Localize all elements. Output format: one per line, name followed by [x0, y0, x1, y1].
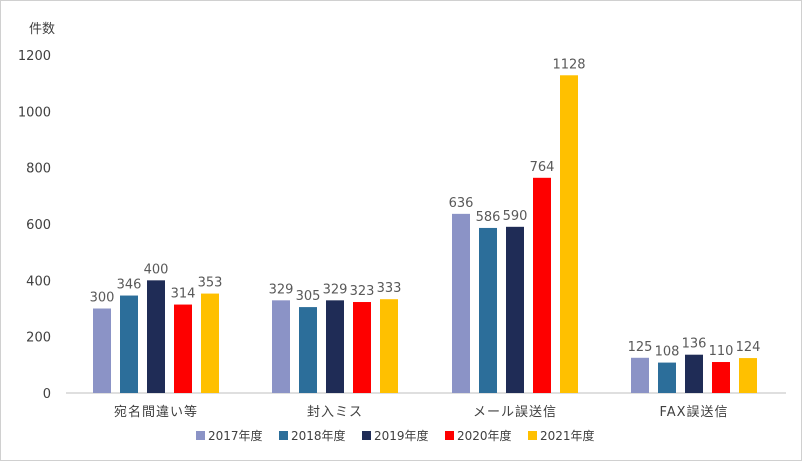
- bar: [93, 308, 111, 393]
- bar: [201, 293, 219, 393]
- data-label: 110: [709, 344, 734, 359]
- bar: [560, 75, 578, 393]
- legend-label: 2021年度: [540, 428, 595, 443]
- y-tick-label: 200: [26, 331, 51, 346]
- bar: [533, 177, 551, 393]
- bar: [272, 300, 290, 393]
- data-label: 764: [530, 160, 555, 175]
- data-label: 333: [377, 281, 402, 296]
- bar: [120, 295, 138, 393]
- category-label: FAX誤送信: [659, 404, 728, 420]
- bar: [712, 362, 730, 393]
- category-label: 宛名間違い等: [114, 404, 198, 420]
- data-label: 125: [628, 340, 653, 355]
- y-tick-label: 1200: [18, 49, 51, 64]
- legend-swatch: [445, 431, 454, 440]
- legend-label: 2020年度: [457, 428, 512, 443]
- bar: [685, 354, 703, 393]
- bar: [631, 357, 649, 393]
- bar: [479, 227, 497, 393]
- data-label: 346: [117, 278, 142, 293]
- bar: [506, 226, 524, 393]
- data-label: 323: [350, 284, 375, 299]
- data-label: 314: [171, 287, 196, 302]
- data-label: 124: [736, 340, 761, 355]
- y-tick-label: 600: [26, 218, 51, 233]
- bar: [299, 307, 317, 393]
- bar: [658, 362, 676, 393]
- y-tick-label: 0: [43, 387, 51, 402]
- legend-label: 2018年度: [291, 428, 346, 443]
- data-label: 400: [144, 262, 169, 277]
- category-label: メール誤送信: [473, 404, 557, 420]
- y-tick-label: 1000: [18, 105, 51, 120]
- legend-label: 2019年度: [374, 428, 429, 443]
- data-label: 300: [90, 291, 115, 306]
- data-label: 136: [682, 337, 707, 352]
- bar: [380, 299, 398, 393]
- data-label: 305: [296, 289, 321, 304]
- data-label: 590: [503, 209, 528, 224]
- legend-label: 2017年度: [208, 428, 263, 443]
- y-axis-label: 件数: [29, 22, 55, 37]
- bar: [326, 300, 344, 393]
- bar: [147, 280, 165, 393]
- data-label: 636: [449, 196, 474, 211]
- data-label: 329: [323, 282, 348, 297]
- data-label: 108: [655, 345, 680, 360]
- legend-swatch: [362, 431, 371, 440]
- bar: [174, 304, 192, 393]
- bar: [739, 358, 757, 393]
- y-tick-label: 800: [26, 162, 51, 177]
- data-label: 586: [476, 210, 501, 225]
- data-label: 329: [269, 282, 294, 297]
- bar: [452, 213, 470, 393]
- y-tick-label: 400: [26, 274, 51, 289]
- category-label: 封入ミス: [307, 405, 363, 420]
- data-label: 1128: [552, 57, 585, 72]
- legend-swatch: [196, 431, 205, 440]
- data-label: 353: [198, 276, 223, 291]
- legend-swatch: [279, 431, 288, 440]
- legend-swatch: [528, 431, 537, 440]
- bar: [353, 302, 371, 393]
